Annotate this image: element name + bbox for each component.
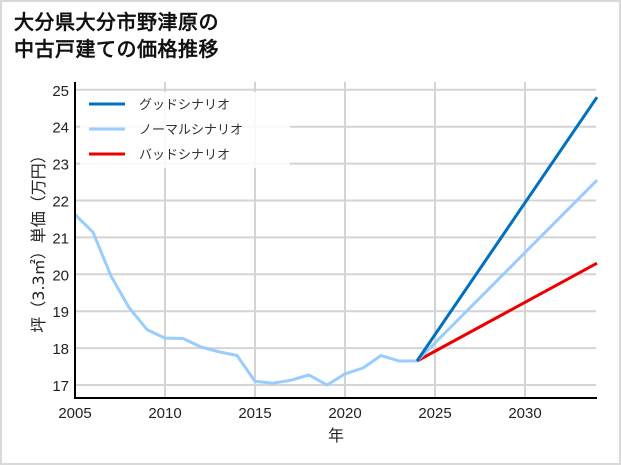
series-line-0 xyxy=(73,213,417,387)
axes xyxy=(74,82,597,399)
series-line-2 xyxy=(415,179,599,363)
x-tick-label: 2005 xyxy=(58,405,91,422)
y-axis-label: 坪（3.3㎡）単価（万円） xyxy=(29,147,48,332)
x-tick-label: 2030 xyxy=(508,405,541,422)
legend-label: ノーマルシナリオ xyxy=(139,123,243,138)
legend-label: グッドシナリオ xyxy=(139,98,230,113)
x-tick-label: 2015 xyxy=(238,405,271,422)
x-tick-label: 2010 xyxy=(148,405,181,422)
series-line-1 xyxy=(415,96,599,362)
y-tick-label: 18 xyxy=(52,341,69,358)
legend-label: バッドシナリオ xyxy=(139,148,230,163)
data-series xyxy=(73,96,599,387)
x-tick-labels: 2005 2010 2015 2020 2025 2030 xyxy=(58,405,541,422)
y-tick-labels: 17 18 19 20 21 22 23 24 25 xyxy=(52,83,69,395)
chart-title: 大分県大分市野津原の 中古戸建ての価格推移 xyxy=(14,9,219,63)
title-line-2: 中古戸建ての価格推移 xyxy=(14,37,219,61)
y-tick-label: 19 xyxy=(52,304,69,321)
y-tick-label: 22 xyxy=(52,194,69,211)
x-tick-label: 2020 xyxy=(328,405,361,422)
y-tick-label: 25 xyxy=(52,83,69,100)
series-line-3 xyxy=(416,261,598,363)
title-line-1: 大分県大分市野津原の xyxy=(14,10,219,34)
y-tick-label: 24 xyxy=(52,120,69,137)
y-tick-label: 20 xyxy=(52,267,69,284)
y-tick-label: 21 xyxy=(52,230,69,247)
x-tick-label: 2025 xyxy=(418,405,451,422)
y-tick-label: 17 xyxy=(52,378,69,395)
y-tick-label: 23 xyxy=(52,157,69,174)
x-axis-label: 年 xyxy=(328,426,344,445)
